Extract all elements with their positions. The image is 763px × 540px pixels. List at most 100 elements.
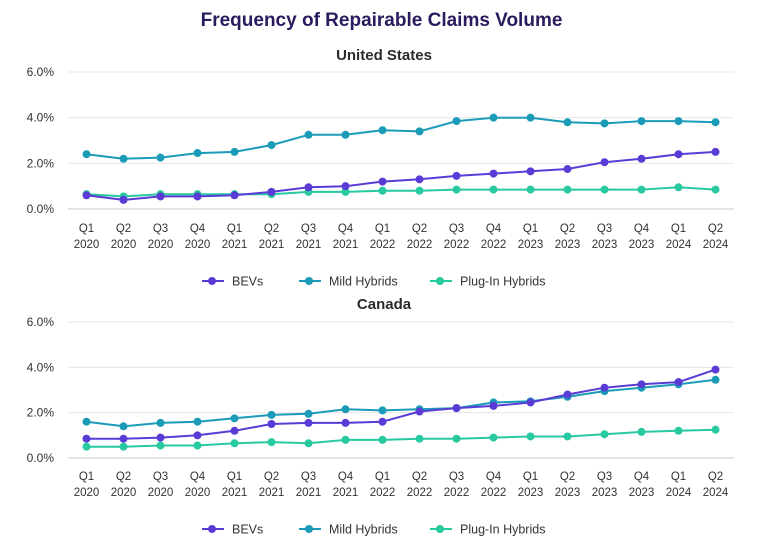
chart-0-x-tick-label: 2020 [185,239,211,251]
chart-1-point-plug-in-hybrids [563,432,572,441]
chart-0-legend-label: Mild Hybrids [329,275,398,289]
chart-0-point-mild-hybrids [563,118,572,127]
chart-1-legend-label: Plug-In Hybrids [460,523,545,537]
chart-0-point-mild-hybrids [452,117,461,126]
chart-1-x-tick-label: Q4 [338,471,354,483]
chart-1-point-bevs [156,433,165,442]
chart-0-x-tick-label: 2021 [222,239,248,251]
chart-1-point-mild-hybrids [711,375,720,384]
chart-0-point-bevs [230,191,239,200]
chart-0-point-bevs [156,192,165,201]
chart-0-point-bevs [563,165,572,174]
chart-1-point-plug-in-hybrids [378,435,387,444]
chart-0-series-line-mild-hybrids [86,116,716,160]
chart-0-point-bevs [341,182,350,191]
chart-0-x-tick-label: Q4 [634,223,650,235]
chart-1-point-bevs [341,418,350,427]
chart-0-point-plug-in-hybrids [526,185,535,194]
chart-0-legend-marker-plug-in-hybrids [436,277,444,285]
chart-1-point-plug-in-hybrids [415,434,424,443]
chart-0-y-tick-label: 6.0% [27,65,55,79]
chart-0-point-mild-hybrids [378,126,387,135]
chart-0-x-tick-label: 2020 [74,239,100,251]
chart-1-point-bevs [230,426,239,435]
chart-0-point-bevs [489,169,498,178]
chart-0-point-bevs [600,158,609,167]
chart-0-x-tick-label: 2022 [407,239,433,251]
chart-0-point-bevs [674,150,683,159]
chart-0-series-line-bevs [86,150,716,201]
chart-1-point-plug-in-hybrids [637,427,646,436]
chart-0-point-bevs [193,192,202,201]
chart-0-point-mild-hybrids [526,113,535,122]
chart-1-y-tick-label: 0.0% [27,451,55,465]
chart-1-x-tick-label: Q2 [560,471,575,483]
chart-0-point-bevs [637,154,646,163]
chart-0-point-plug-in-hybrids [378,186,387,195]
chart-1-point-bevs [452,404,461,413]
chart-0-x-tick-label: Q2 [412,223,427,235]
chart-0-point-plug-in-hybrids [489,185,498,194]
chart-0-point-mild-hybrids [82,150,91,159]
chart-1-x-tick-label: 2020 [148,487,174,499]
chart-1-x-tick-label: Q4 [634,471,650,483]
chart-0-point-mild-hybrids [341,130,350,139]
chart-1-x-tick-label: Q2 [708,471,723,483]
chart-0-point-mild-hybrids [489,113,498,122]
chart-0-point-mild-hybrids [230,147,239,156]
chart-0-x-tick-label: 2021 [259,239,285,251]
chart-1-point-plug-in-hybrids [600,430,609,439]
chart-0-x-tick-label: Q4 [190,223,206,235]
chart-1-x-tick-label: 2023 [629,487,655,499]
chart-0-point-mild-hybrids [637,117,646,126]
chart-1-point-mild-hybrids [193,417,202,426]
chart-1-point-bevs [304,418,313,427]
chart-1-series-line-plug-in-hybrids [86,428,716,448]
page-title: Frequency of Repairable Claims Volume [200,10,563,31]
chart-0-point-bevs [452,171,461,180]
chart-1-x-tick-label: 2024 [666,487,692,499]
chart-0-x-tick-label: Q1 [671,223,686,235]
chart-1-point-bevs [526,398,535,407]
chart-0-x-tick-label: Q3 [597,223,612,235]
chart-0-legend-label: Plug-In Hybrids [460,275,545,289]
chart-0-point-bevs [82,191,91,200]
chart-1-x-tick-label: Q1 [375,471,390,483]
chart-0-x-tick-label: 2024 [703,239,729,251]
chart-1-point-plug-in-hybrids [119,442,128,451]
chart-0-x-tick-label: Q3 [449,223,464,235]
chart-0-point-mild-hybrids [119,154,128,163]
chart-1-point-mild-hybrids [156,418,165,427]
chart-0-x-tick-label: Q3 [301,223,316,235]
chart-1-point-bevs [119,434,128,443]
chart-1-point-mild-hybrids [304,409,313,418]
chart-1-x-tick-label: 2023 [518,487,544,499]
chart-1-x-tick-label: Q2 [412,471,427,483]
chart-1-x-tick-label: 2020 [111,487,137,499]
chart-0-x-tick-label: Q3 [153,223,168,235]
chart-0-x-tick-label: 2022 [481,239,507,251]
chart-0-point-mild-hybrids [415,127,424,136]
chart-0-point-bevs [304,183,313,192]
chart-1-point-bevs [637,380,646,389]
chart-0-point-bevs [378,177,387,186]
chart-0-x-tick-label: 2023 [518,239,544,251]
chart-0-x-tick-label: 2022 [370,239,396,251]
chart-0-point-plug-in-hybrids [452,185,461,194]
chart-0-legend-label: BEVs [232,275,263,289]
chart-1-point-plug-in-hybrids [230,439,239,448]
chart-0-x-tick-label: Q1 [375,223,390,235]
chart-1-x-tick-label: 2023 [592,487,618,499]
chart-0-x-tick-label: Q4 [338,223,354,235]
chart-1-x-tick-label: 2022 [481,487,507,499]
chart-1-x-tick-label: 2021 [222,487,248,499]
chart-0-point-plug-in-hybrids [341,187,350,196]
chart-1-point-bevs [563,390,572,399]
chart-0-point-mild-hybrids [304,130,313,139]
chart-1-point-bevs [415,407,424,416]
chart-0-x-tick-label: 2021 [296,239,322,251]
chart-0-x-tick-label: 2020 [148,239,174,251]
chart-1-x-tick-label: 2020 [185,487,211,499]
chart-1-y-tick-label: 6.0% [27,315,55,329]
